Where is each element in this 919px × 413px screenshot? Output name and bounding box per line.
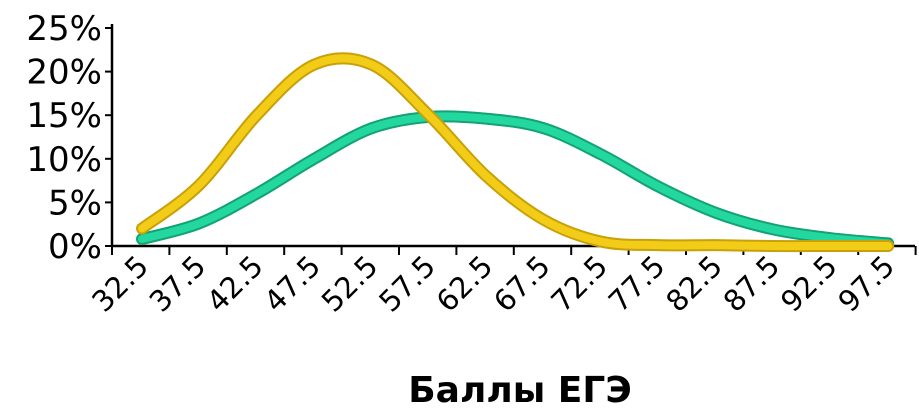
x-tick-label: 97.5	[831, 249, 901, 319]
x-tick-label: 92.5	[774, 249, 844, 319]
series-line	[138, 112, 893, 248]
series-1	[136, 52, 895, 253]
y-tick-label: 10%	[26, 140, 102, 180]
y-tick-label: 20%	[26, 53, 102, 93]
x-tick-label: 37.5	[143, 249, 213, 319]
x-tick-label: 57.5	[372, 249, 442, 319]
x-tick-label: 77.5	[602, 249, 672, 319]
x-tick-label: 52.5	[315, 249, 385, 319]
x-tick-label: 67.5	[487, 249, 557, 319]
x-tick-label: 82.5	[659, 249, 729, 319]
x-tick-label: 42.5	[200, 249, 270, 319]
y-tick-label: 15%	[26, 96, 102, 136]
series-2	[136, 110, 895, 250]
y-tick-labels: 0%5%10%15%20%25%	[26, 9, 102, 267]
y-tick-label: 25%	[26, 9, 102, 49]
x-tick-labels: 32.537.542.547.552.557.562.567.572.577.5…	[85, 249, 901, 319]
series-line-outline	[136, 110, 895, 250]
chart-series	[136, 52, 895, 253]
x-axis-label: Баллы ЕГЭ	[408, 370, 632, 411]
x-tick-label: 87.5	[717, 249, 787, 319]
series-line	[138, 54, 893, 251]
y-tick-label: 0%	[48, 227, 102, 267]
series-line-outline	[136, 52, 895, 253]
x-tick-label: 47.5	[257, 249, 327, 319]
chart-axes	[105, 24, 917, 255]
y-tick-label: 5%	[48, 183, 102, 223]
x-tick-label: 62.5	[430, 249, 500, 319]
x-tick-label: 72.5	[544, 249, 614, 319]
